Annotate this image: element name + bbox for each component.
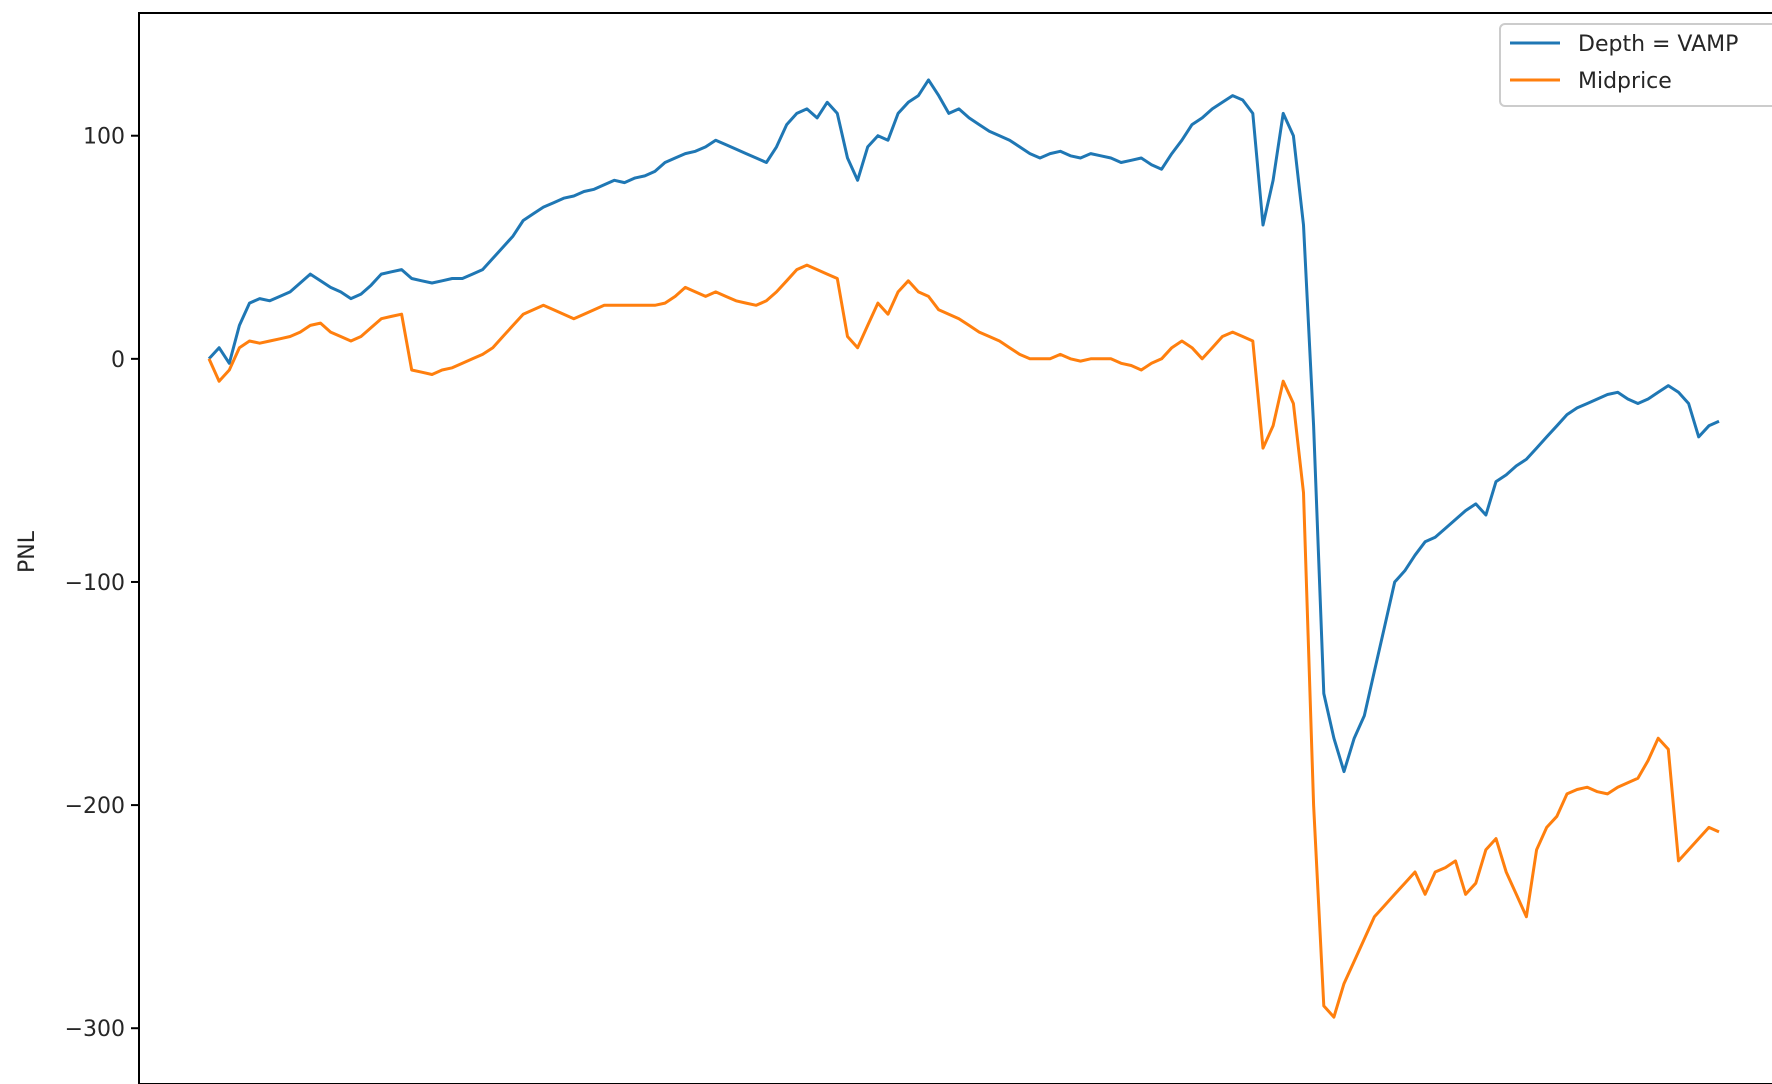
y-tick-label: −200 bbox=[65, 794, 125, 819]
y-axis-ticks: 100 0 −100 −200 −300 bbox=[65, 125, 139, 1042]
series-line-midprice bbox=[207, 263, 1720, 1019]
y-tick-label: 100 bbox=[83, 125, 125, 150]
y-tick-label: 0 bbox=[111, 348, 125, 373]
legend-box bbox=[1499, 23, 1772, 107]
plot-frame bbox=[138, 12, 1772, 1084]
y-tick-label: −100 bbox=[65, 571, 125, 596]
legend-label-depth-vamp: Depth = VAMP bbox=[1578, 32, 1738, 57]
y-tick-label: −300 bbox=[65, 1017, 125, 1042]
y-axis-label: PNL bbox=[15, 530, 40, 573]
legend-label-midprice: Midprice bbox=[1578, 69, 1672, 94]
series-line-depth-vamp bbox=[207, 78, 1720, 774]
legend: Depth = VAMP Midprice bbox=[1499, 23, 1772, 107]
series-layer bbox=[207, 78, 1720, 1019]
